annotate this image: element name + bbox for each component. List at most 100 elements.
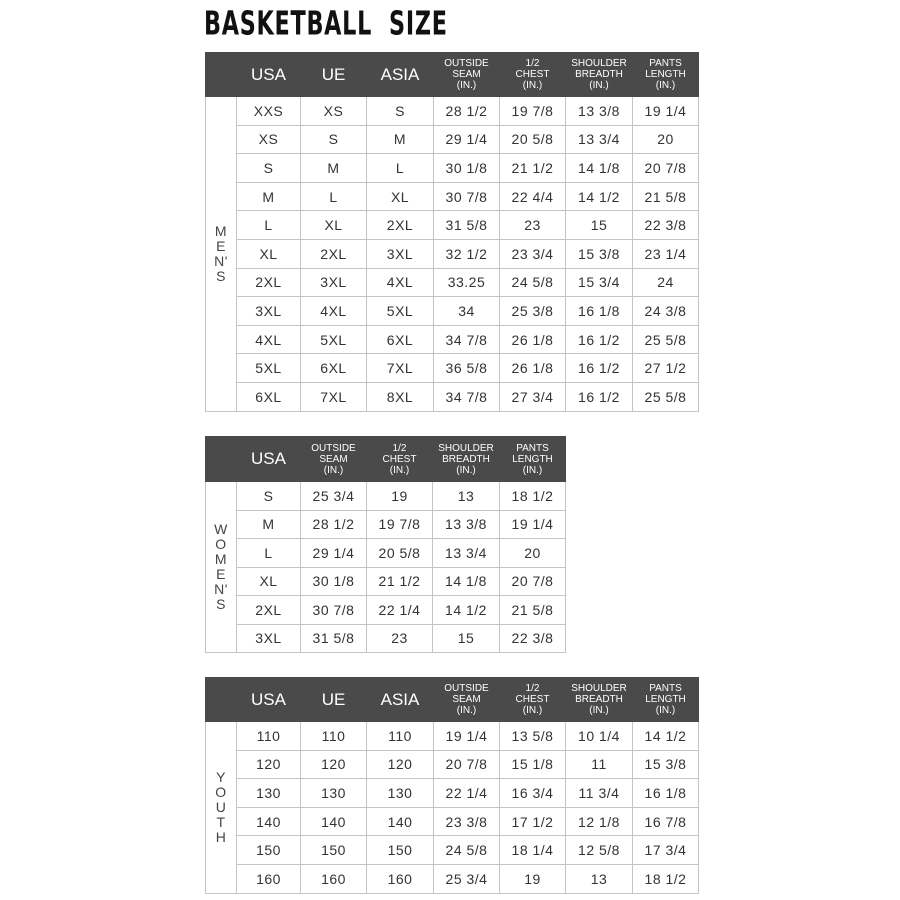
table-cell: 18 1/2: [499, 481, 566, 511]
table-cell: 110: [300, 721, 367, 751]
table-cell: 25 3/4: [433, 863, 500, 894]
table-cell: 15 3/8: [632, 749, 699, 780]
table-cell: 24: [632, 267, 699, 298]
column-header-line: OUTSIDE: [311, 442, 356, 454]
column-header: OUTSIDE SEAM (IN.): [433, 52, 500, 97]
table-cell: 21 1/2: [499, 153, 566, 183]
column-header: 1/2 CHEST (IN.): [499, 52, 566, 97]
table-row: M 28 1/2 19 7/8 13 3/8 19 1/4: [206, 509, 566, 539]
column-header: USA: [236, 677, 301, 722]
table-cell: M: [300, 153, 367, 183]
table-cell: 4XL: [236, 324, 301, 355]
category-label-letter: S: [216, 596, 226, 612]
column-header-line: ASIA: [380, 689, 420, 709]
column-header-line: 1/2: [525, 58, 540, 69]
table-cell: 15 1/8: [499, 749, 566, 780]
category-label-letter: W: [214, 521, 228, 537]
column-header: ASIA: [366, 52, 434, 97]
table-cell: 34 7/8: [433, 324, 500, 355]
table-cell: 20: [499, 538, 566, 568]
table-cell: 25 3/8: [499, 296, 566, 326]
table-cell: 17 3/4: [632, 835, 699, 865]
table-cell: 23: [499, 210, 566, 240]
column-header: PANTS LENGTH (IN.): [499, 436, 566, 482]
table-cell: 21 1/2: [366, 566, 433, 596]
table-cell: 2XL: [366, 210, 434, 240]
table-cell: 23 1/4: [632, 238, 699, 269]
column-header-line: PANTS: [516, 442, 549, 454]
table-row: S M L 30 1/8 21 1/2 14 1/8 20 7/8: [206, 153, 699, 183]
table-cell: 3XL: [236, 296, 301, 326]
column-header-line: 1/2: [392, 442, 407, 454]
column-header: OUTSIDE SEAM (IN.): [433, 677, 500, 722]
table-cell: 13: [565, 863, 633, 894]
table-cell: 14 1/2: [565, 181, 633, 212]
column-header-line: LENGTH: [645, 69, 686, 80]
table-cell: 120: [236, 749, 301, 780]
table-cell: XS: [300, 96, 367, 126]
table-cell: 26 1/8: [499, 353, 566, 383]
column-header-line: (IN.): [456, 705, 477, 716]
table-cell: 15: [432, 623, 500, 653]
column-header: UE: [300, 677, 367, 722]
table-cell: S: [300, 124, 367, 155]
table-row: L XL 2XL 31 5/8 23 15 22 3/8: [206, 210, 699, 240]
table-cell: 160: [300, 863, 367, 894]
table-cell: 19 7/8: [499, 96, 566, 126]
table-cell: 19 7/8: [366, 509, 433, 539]
column-header-line: PANTS: [649, 683, 682, 694]
table-cell: 28 1/2: [433, 96, 500, 126]
table-cell: 130: [300, 778, 367, 808]
youth-size-table: USA UE ASIA OUTSIDE SEAM (IN.) 1/2 CHEST (IN.) SH…: [205, 677, 699, 894]
table-cell: 31 5/8: [300, 623, 367, 653]
column-header: SHOULDER BREADTH (IN.): [432, 436, 500, 482]
table-row: 6XL 7XL 8XL 34 7/8 27 3/4 16 1/2 25 5/8: [206, 381, 699, 412]
table-cell: 36 5/8: [433, 353, 500, 383]
table-cell: 5XL: [236, 353, 301, 383]
column-header: 1/2 CHEST (IN.): [499, 677, 566, 722]
table-cell: 7XL: [366, 353, 434, 383]
table-cell: 21 5/8: [632, 181, 699, 212]
table-cell: 20 7/8: [499, 566, 566, 596]
table-cell: 13: [432, 481, 500, 511]
column-header-line: USA: [251, 449, 286, 468]
table-row: W O M E N' S S 25 3/4 19 13 18 1/2: [205, 481, 566, 653]
table-cell: 6XL: [300, 353, 367, 383]
table-cell: 16 1/2: [565, 381, 633, 412]
table-cell: 16 1/2: [565, 353, 633, 383]
table-cell: 19 1/4: [632, 96, 699, 126]
table-cell: L: [300, 181, 367, 212]
table-cell: 23 3/4: [499, 238, 566, 269]
column-header-line: (IN.): [522, 80, 543, 91]
table-cell: 120: [366, 749, 434, 780]
table-cell: 30 1/8: [300, 566, 367, 596]
table-cell: 110: [366, 721, 434, 751]
column-header: PANTS LENGTH (IN.): [632, 677, 699, 722]
table-cell: 130: [366, 778, 434, 808]
table-cell: 20 5/8: [366, 538, 433, 568]
table-cell: 22 1/4: [366, 595, 433, 625]
column-header: ASIA: [366, 677, 434, 722]
column-header-line: USA: [251, 64, 286, 84]
table-cell: XL: [300, 210, 367, 240]
table-cell: 19: [366, 481, 433, 511]
column-header: USA: [236, 52, 301, 97]
category-label-letter: O: [215, 783, 227, 800]
column-header: 1/2 CHEST (IN.): [366, 436, 433, 482]
table-cell: 120: [300, 749, 367, 780]
table-cell: 15 3/8: [565, 238, 633, 269]
table-row: XL 30 1/8 21 1/2 14 1/8 20 7/8: [206, 566, 566, 596]
table-cell: 150: [366, 835, 434, 865]
table-cell: 3XL: [300, 267, 367, 298]
table-row: 2XL 30 7/8 22 1/4 14 1/2 21 5/8: [206, 595, 566, 625]
column-header: PANTS LENGTH (IN.): [632, 52, 699, 97]
table-cell: 19 1/4: [433, 721, 500, 751]
table-row: XS S M 29 1/4 20 5/8 13 3/4 20: [206, 124, 699, 155]
table-cell: 15: [565, 210, 633, 240]
table-cell: 13 3/4: [565, 124, 633, 155]
table-cell: 18 1/2: [632, 863, 699, 894]
table-cell: L: [236, 210, 301, 240]
table-cell: 22 4/4: [499, 181, 566, 212]
table-row: 150 150 150 24 5/8 18 1/4 12 5/8 17 3/4: [206, 835, 699, 865]
category-label-letter: E: [216, 566, 226, 582]
